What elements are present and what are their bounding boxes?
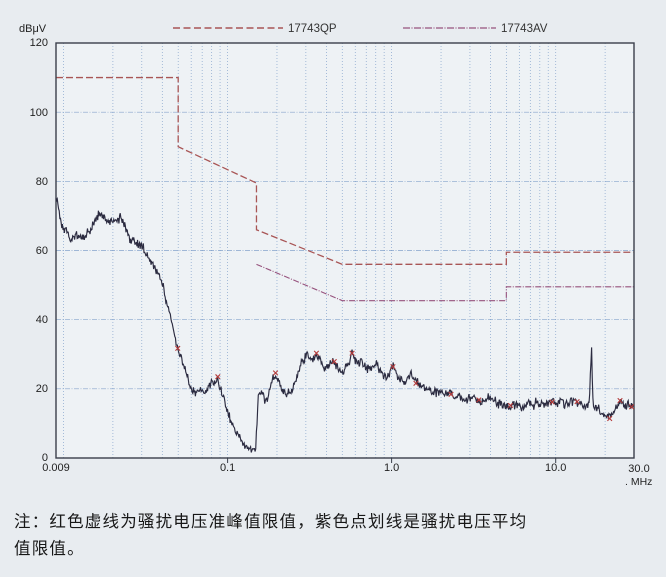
svg-text:30.0: 30.0: [628, 463, 649, 475]
svg-text:0.009: 0.009: [42, 462, 70, 474]
svg-text:40: 40: [36, 314, 48, 326]
svg-text:120: 120: [30, 37, 48, 49]
svg-text:10.0: 10.0: [545, 462, 566, 474]
svg-text:17743QP: 17743QP: [288, 23, 337, 35]
svg-text:1.0: 1.0: [384, 462, 399, 474]
svg-text:17743AV: 17743AV: [501, 23, 548, 35]
svg-text:80: 80: [36, 176, 48, 188]
svg-text:0.1: 0.1: [220, 462, 235, 474]
svg-text:20: 20: [36, 383, 48, 395]
svg-text:100: 100: [30, 107, 48, 119]
svg-text:dBμV: dBμV: [19, 23, 47, 35]
svg-text:60: 60: [36, 245, 48, 257]
svg-text:. MHz: . MHz: [625, 476, 652, 488]
